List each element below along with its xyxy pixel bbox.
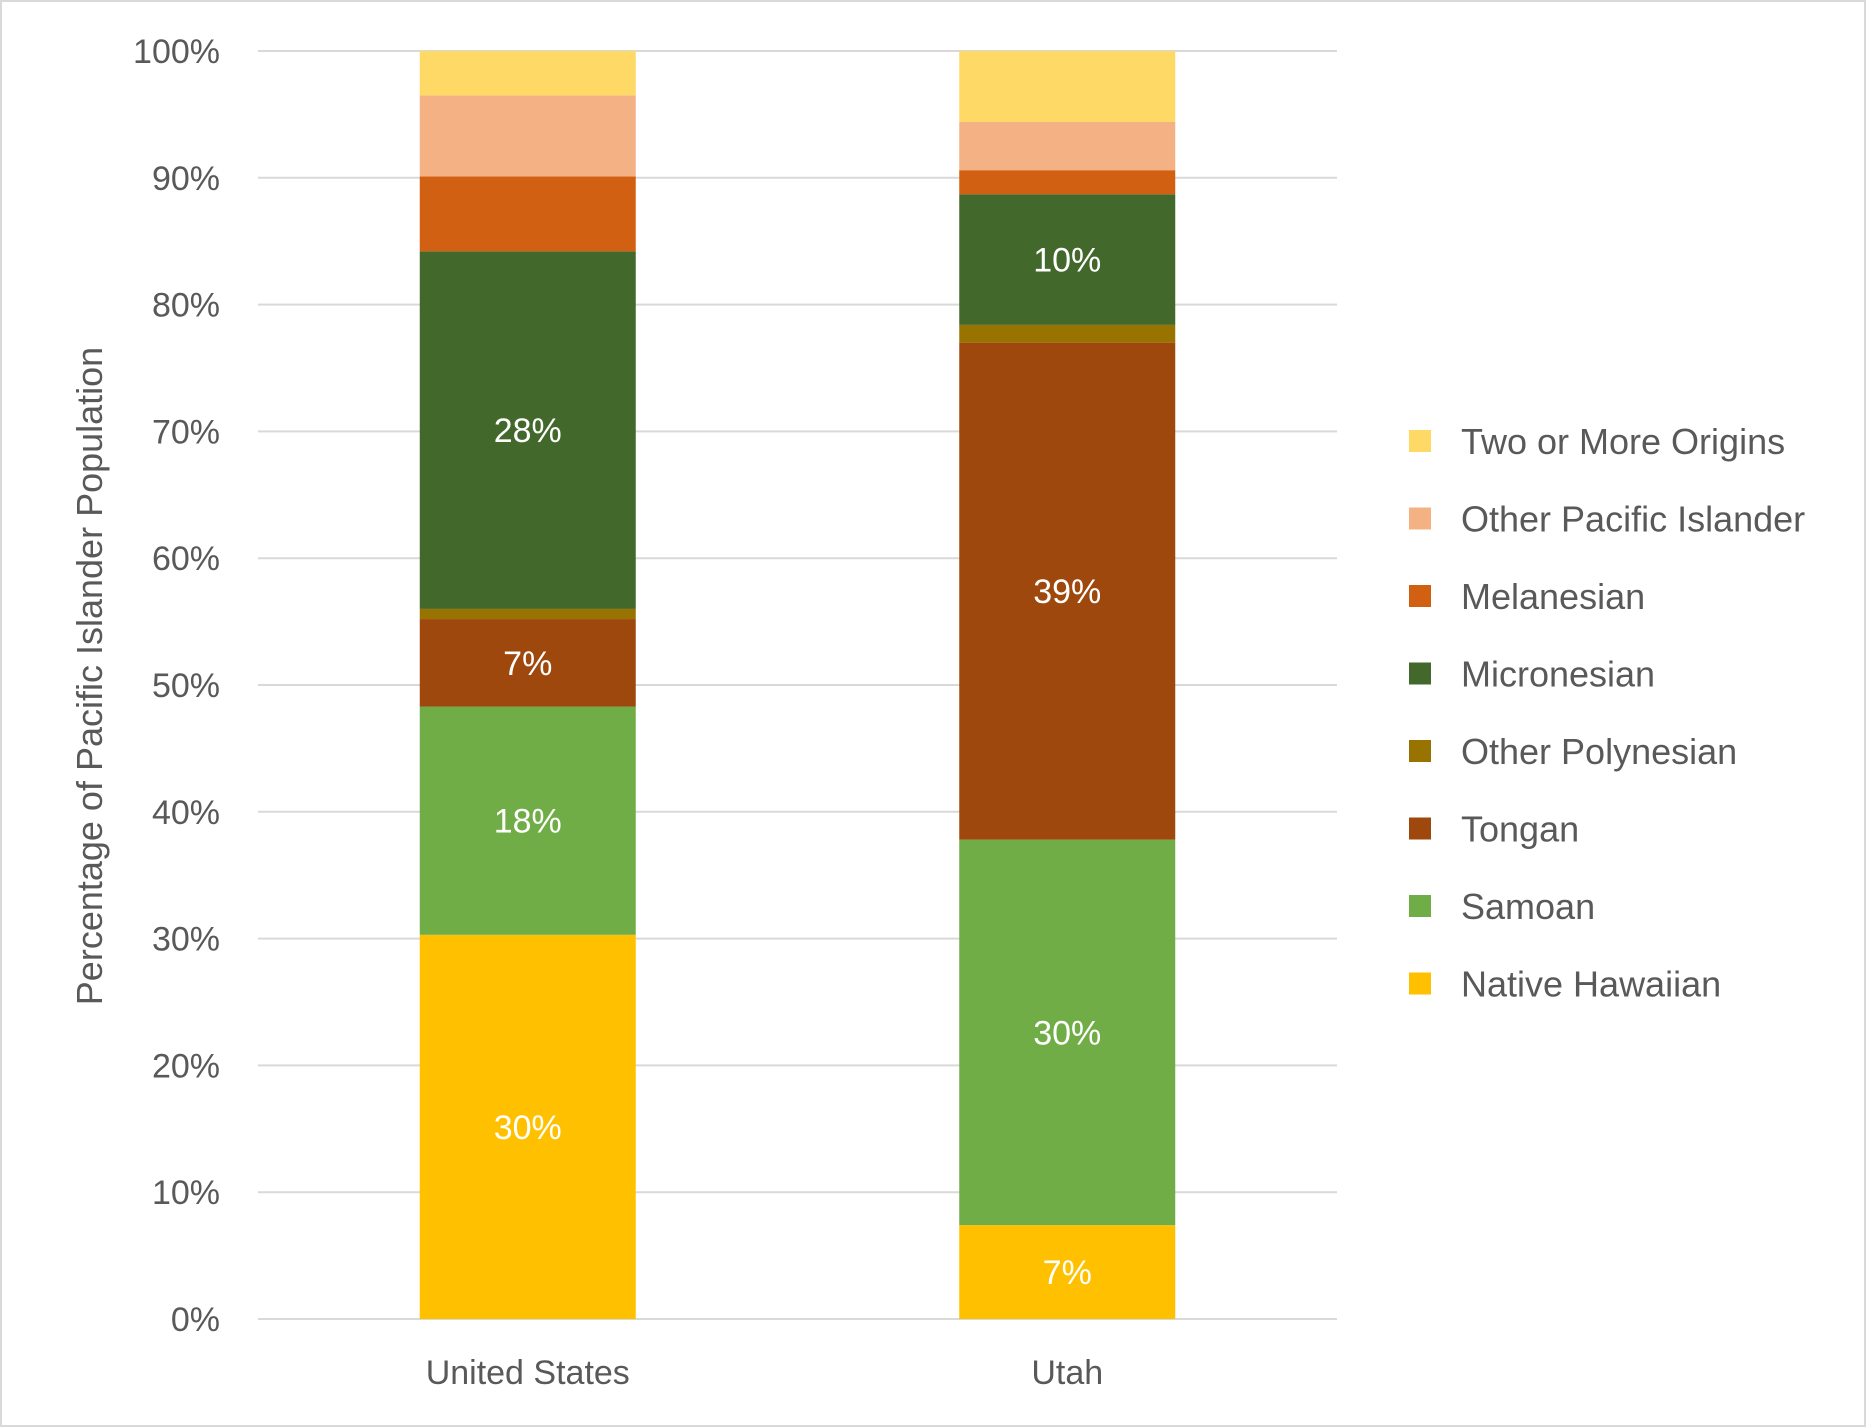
legend-swatch <box>1409 895 1431 917</box>
legend: Two or More Origins Other Pacific Islande… <box>1409 421 1805 1005</box>
y-tick-label: 50% <box>152 667 220 705</box>
data-label: 39% <box>1033 573 1101 611</box>
bar-segment <box>419 176 636 252</box>
bar-segment <box>419 51 636 96</box>
y-tick-label: 30% <box>152 921 220 959</box>
legend-label: Samoan <box>1461 886 1595 927</box>
bar-segment <box>959 51 1176 123</box>
bar-segment <box>959 342 1176 840</box>
legend-label: Micronesian <box>1461 654 1655 695</box>
bar-segment <box>419 619 636 707</box>
bar-segment <box>959 194 1176 325</box>
y-tick-label: 80% <box>152 287 220 325</box>
legend-swatch <box>1409 662 1431 685</box>
y-tick-label: 60% <box>152 540 220 578</box>
y-axis-title: Percentage of Pacific Islander Populatio… <box>69 347 110 1005</box>
bar-segment <box>419 934 636 1319</box>
legend-label: Other Polynesian <box>1461 731 1737 772</box>
y-axis-ticks: 0% 10% 20% 30% 40% 50% 60% 70% 80% 90% 100% <box>133 33 220 1339</box>
data-label: 7% <box>1043 1254 1092 1292</box>
legend-label: Other Pacific Islander <box>1461 499 1805 540</box>
y-tick-label: 20% <box>152 1047 220 1085</box>
bar-segment <box>419 95 636 177</box>
legend-label: Melanesian <box>1461 576 1645 617</box>
data-label: 28% <box>494 412 562 450</box>
data-label: 10% <box>1033 242 1101 280</box>
x-tick-label: United States <box>426 1354 630 1392</box>
bars: 30% 18% 7% 28% 7% 30% 39% 10% <box>419 51 1176 1319</box>
legend-label: Tongan <box>1461 809 1579 850</box>
y-tick-label: 70% <box>152 413 220 451</box>
bar-segment <box>419 706 636 935</box>
bar-segment <box>959 170 1176 195</box>
bar-segment <box>959 122 1176 171</box>
y-tick-label: 40% <box>152 794 220 832</box>
x-tick-label: Utah <box>1031 1354 1103 1392</box>
bar-segment <box>959 1225 1176 1319</box>
data-label: 18% <box>494 803 562 841</box>
data-label: 30% <box>494 1109 562 1147</box>
legend-swatch <box>1409 507 1431 530</box>
data-label: 30% <box>1033 1014 1101 1052</box>
y-tick-label: 10% <box>152 1174 220 1212</box>
legend-label: Two or More Origins <box>1461 421 1785 462</box>
x-axis-ticks: United States Utah <box>426 1354 1103 1392</box>
bar-segment <box>959 324 1176 343</box>
legend-swatch <box>1409 817 1431 840</box>
y-tick-label: 90% <box>152 160 220 198</box>
legend-swatch <box>1409 585 1431 607</box>
legend-label: Native Hawaiian <box>1461 964 1721 1005</box>
y-tick-label: 0% <box>171 1301 220 1339</box>
data-label: 7% <box>503 645 552 683</box>
legend-swatch <box>1409 430 1431 452</box>
y-tick-label: 100% <box>133 33 220 71</box>
bar-segment <box>419 608 636 620</box>
bar-segment <box>959 839 1176 1226</box>
legend-swatch <box>1409 972 1431 995</box>
bar-segment <box>419 251 636 609</box>
legend-swatch <box>1409 740 1431 762</box>
